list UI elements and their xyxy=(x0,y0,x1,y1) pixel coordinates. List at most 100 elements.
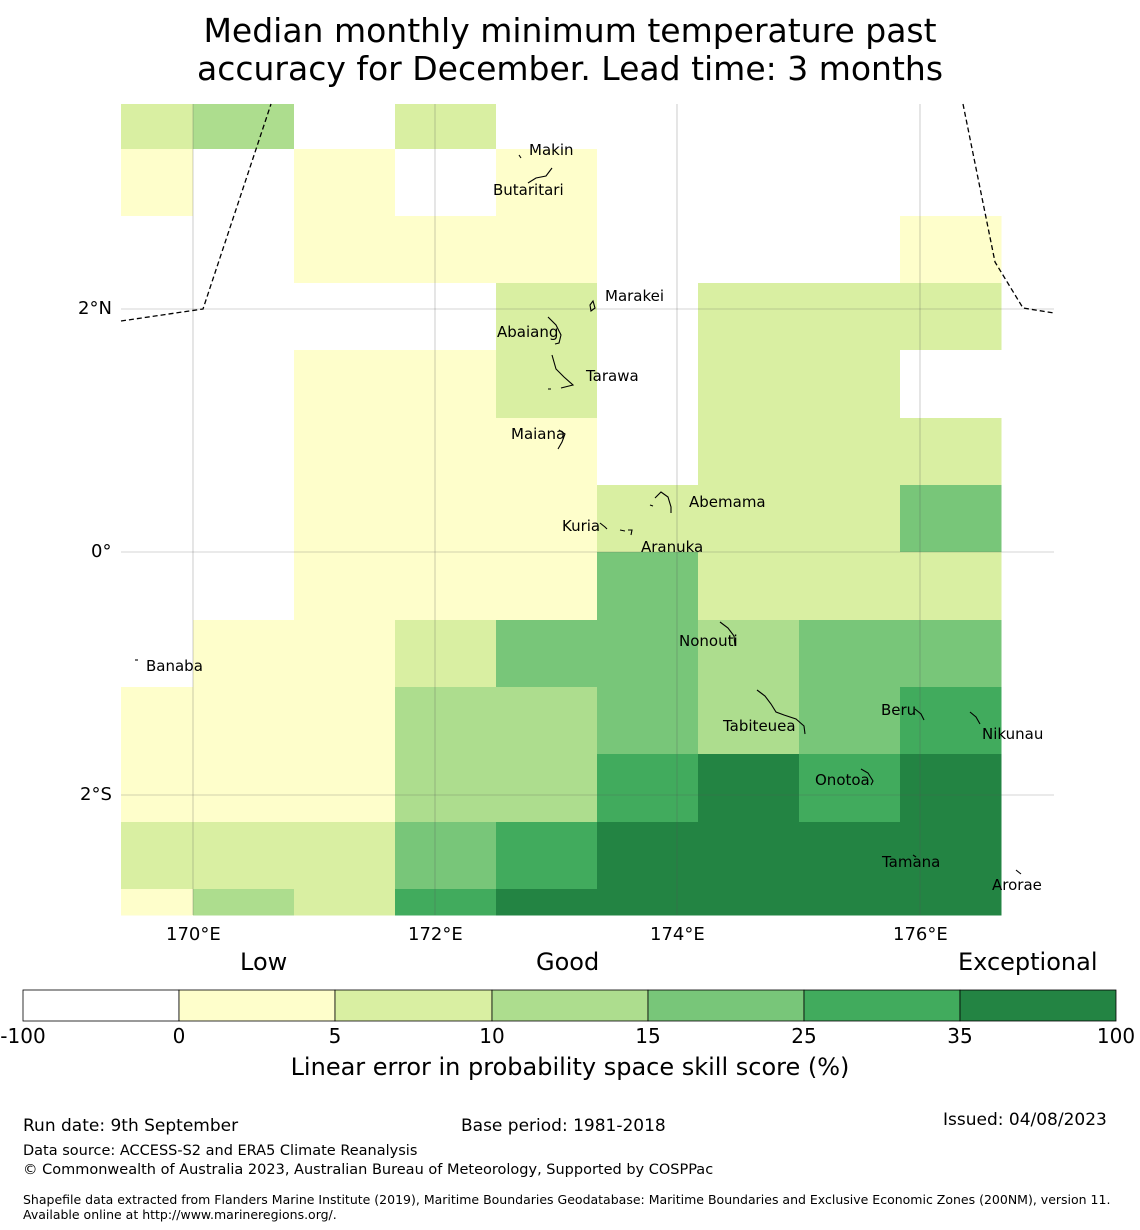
island-label-maiana: Maiana xyxy=(511,425,566,443)
butaritari-outline xyxy=(527,167,553,184)
grid-cell xyxy=(597,552,699,621)
grid-cell xyxy=(698,104,800,150)
colorbar-segment xyxy=(647,989,805,1022)
grid-cell xyxy=(395,283,497,351)
grid-cell xyxy=(294,687,396,755)
grid-cell xyxy=(799,552,901,621)
colorbar-category-low: Low xyxy=(240,948,288,976)
grid-cell xyxy=(121,485,194,553)
lat-tick-label: 2°S xyxy=(80,784,112,805)
arorae-outline xyxy=(1015,869,1022,875)
grid-cell xyxy=(121,149,194,217)
grid-cell xyxy=(121,418,194,486)
grid-cell xyxy=(496,283,598,351)
grid-cell xyxy=(597,149,699,217)
grid-cell xyxy=(799,149,901,217)
grid-cell xyxy=(698,350,800,419)
grid-cell xyxy=(900,687,1002,755)
grid-cell xyxy=(496,552,598,621)
grid-cell xyxy=(799,687,901,755)
aranuka-outline xyxy=(619,529,633,536)
marakei-outline xyxy=(589,299,596,312)
grid-cell xyxy=(698,620,800,688)
nonouti-outline xyxy=(719,621,736,647)
grid-cell xyxy=(900,104,1002,150)
grid-cell xyxy=(193,149,295,217)
grid-cell xyxy=(395,620,497,688)
beru-outline xyxy=(914,708,925,721)
grid-cell xyxy=(193,687,295,755)
grid-cell xyxy=(496,889,598,916)
colorbar-segment xyxy=(803,989,961,1022)
grid-cell xyxy=(597,620,699,688)
data-source: Data source: ACCESS-S2 and ERA5 Climate … xyxy=(23,1143,418,1159)
island-label-onotoa: Onotoa xyxy=(815,771,870,789)
colorbar-segment xyxy=(22,989,180,1022)
graticule xyxy=(121,104,1054,915)
island-label-abemama: Abemama xyxy=(689,493,766,511)
grid-cell xyxy=(294,822,396,890)
colorbar-tick-label: 35 xyxy=(947,1024,973,1048)
chart-title-line-2: accuracy for December. Lead time: 3 mont… xyxy=(196,49,944,88)
grid-cell xyxy=(597,418,699,486)
grid-cell xyxy=(597,754,699,823)
grid-cell xyxy=(193,104,295,150)
grid-cell xyxy=(121,822,194,890)
run-date: Run date: 9th September xyxy=(23,1116,239,1136)
grid-cell xyxy=(121,350,194,419)
grid-cell xyxy=(900,754,1002,823)
island-label-banaba: Banaba xyxy=(146,657,203,675)
grid-cell xyxy=(193,620,295,688)
grid-cell xyxy=(121,283,194,351)
grid-cell xyxy=(799,889,901,916)
grid-cell xyxy=(294,216,396,284)
colorbar-tick-label: -100 xyxy=(0,1024,46,1048)
grid-cell xyxy=(496,822,598,890)
lat-tick-label: 2°N xyxy=(78,298,112,319)
grid-cell xyxy=(121,552,194,621)
colorbar-segment xyxy=(178,989,336,1022)
grid-cell xyxy=(121,620,194,688)
eez-boundary xyxy=(120,103,1055,322)
grid-cell xyxy=(597,283,699,351)
grid-cell xyxy=(597,104,699,150)
lat-tick-label: 0° xyxy=(91,541,112,562)
grid-cell xyxy=(395,418,497,486)
grid-cell xyxy=(395,350,497,419)
lon-tick-label: 174°E xyxy=(650,924,705,945)
island-label-abaiang: Abaiang xyxy=(497,323,559,341)
abaiang-outline xyxy=(547,316,562,345)
grid-cell xyxy=(496,687,598,755)
grid-cell xyxy=(698,687,800,755)
grid-cell xyxy=(900,552,1002,621)
grid-cell xyxy=(900,350,1002,419)
grid-cell xyxy=(900,283,1002,351)
maiana-outline xyxy=(557,429,566,450)
base-period: Base period: 1981-2018 xyxy=(461,1116,666,1136)
chart-title-line-1: Median monthly minimum temperature past xyxy=(203,11,937,50)
grid-cell xyxy=(193,216,295,284)
island-label-makin: Makin xyxy=(529,141,574,159)
tarawa-outline xyxy=(548,354,575,390)
colorbar-tick-label: 10 xyxy=(479,1024,505,1048)
eez-boundary-west xyxy=(120,103,272,322)
grid-cell xyxy=(799,620,901,688)
grid-cell xyxy=(294,283,396,351)
island-label-tamana: Tamana xyxy=(882,853,941,871)
grid-cell xyxy=(395,104,497,150)
grid-cell xyxy=(193,418,295,486)
lon-tick-label: 176°E xyxy=(893,924,948,945)
colorbar-segment xyxy=(334,989,493,1022)
grid-cell xyxy=(294,889,396,916)
grid-cell xyxy=(395,687,497,755)
grid-cell xyxy=(294,418,396,486)
grid-cell xyxy=(395,889,497,916)
eez-boundary-east xyxy=(962,103,1055,314)
grid-cell xyxy=(799,485,901,553)
grid-cell xyxy=(193,822,295,890)
tamana-outline xyxy=(912,854,917,858)
grid-cell xyxy=(395,216,497,284)
grid-cell xyxy=(395,754,497,823)
